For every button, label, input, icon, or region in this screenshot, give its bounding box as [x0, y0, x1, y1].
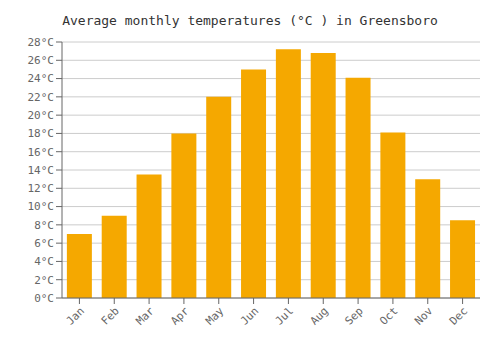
svg-text:22°C: 22°C — [28, 91, 55, 104]
svg-text:May: May — [203, 304, 227, 328]
svg-text:8°C: 8°C — [34, 219, 54, 232]
svg-text:Apr: Apr — [168, 304, 192, 328]
svg-text:4°C: 4°C — [34, 255, 54, 268]
svg-text:Mar: Mar — [133, 304, 157, 328]
svg-text:16°C: 16°C — [28, 146, 55, 159]
svg-text:Feb: Feb — [99, 304, 122, 327]
svg-text:2°C: 2°C — [34, 274, 54, 287]
svg-text:20°C: 20°C — [28, 109, 55, 122]
svg-text:10°C: 10°C — [28, 200, 55, 213]
svg-text:Jan: Jan — [64, 304, 87, 327]
svg-text:Oct: Oct — [377, 304, 400, 327]
svg-text:Jun: Jun — [238, 304, 261, 327]
svg-text:Nov: Nov — [412, 304, 436, 328]
svg-text:Sep: Sep — [342, 304, 365, 327]
svg-text:14°C: 14°C — [28, 164, 55, 177]
svg-text:Jul: Jul — [273, 304, 296, 327]
svg-text:24°C: 24°C — [28, 72, 55, 85]
svg-text:0°C: 0°C — [34, 292, 54, 305]
svg-text:26°C: 26°C — [28, 54, 55, 67]
svg-text:28°C: 28°C — [28, 36, 55, 49]
svg-text:12°C: 12°C — [28, 182, 55, 195]
svg-text:18°C: 18°C — [28, 127, 55, 140]
svg-text:Dec: Dec — [447, 304, 470, 327]
svg-text:6°C: 6°C — [34, 237, 54, 250]
svg-text:Aug: Aug — [308, 304, 331, 327]
html-text:Average monthly temperatures (: Average monthly temperatures (°C ) in Gr… — [62, 13, 438, 28]
